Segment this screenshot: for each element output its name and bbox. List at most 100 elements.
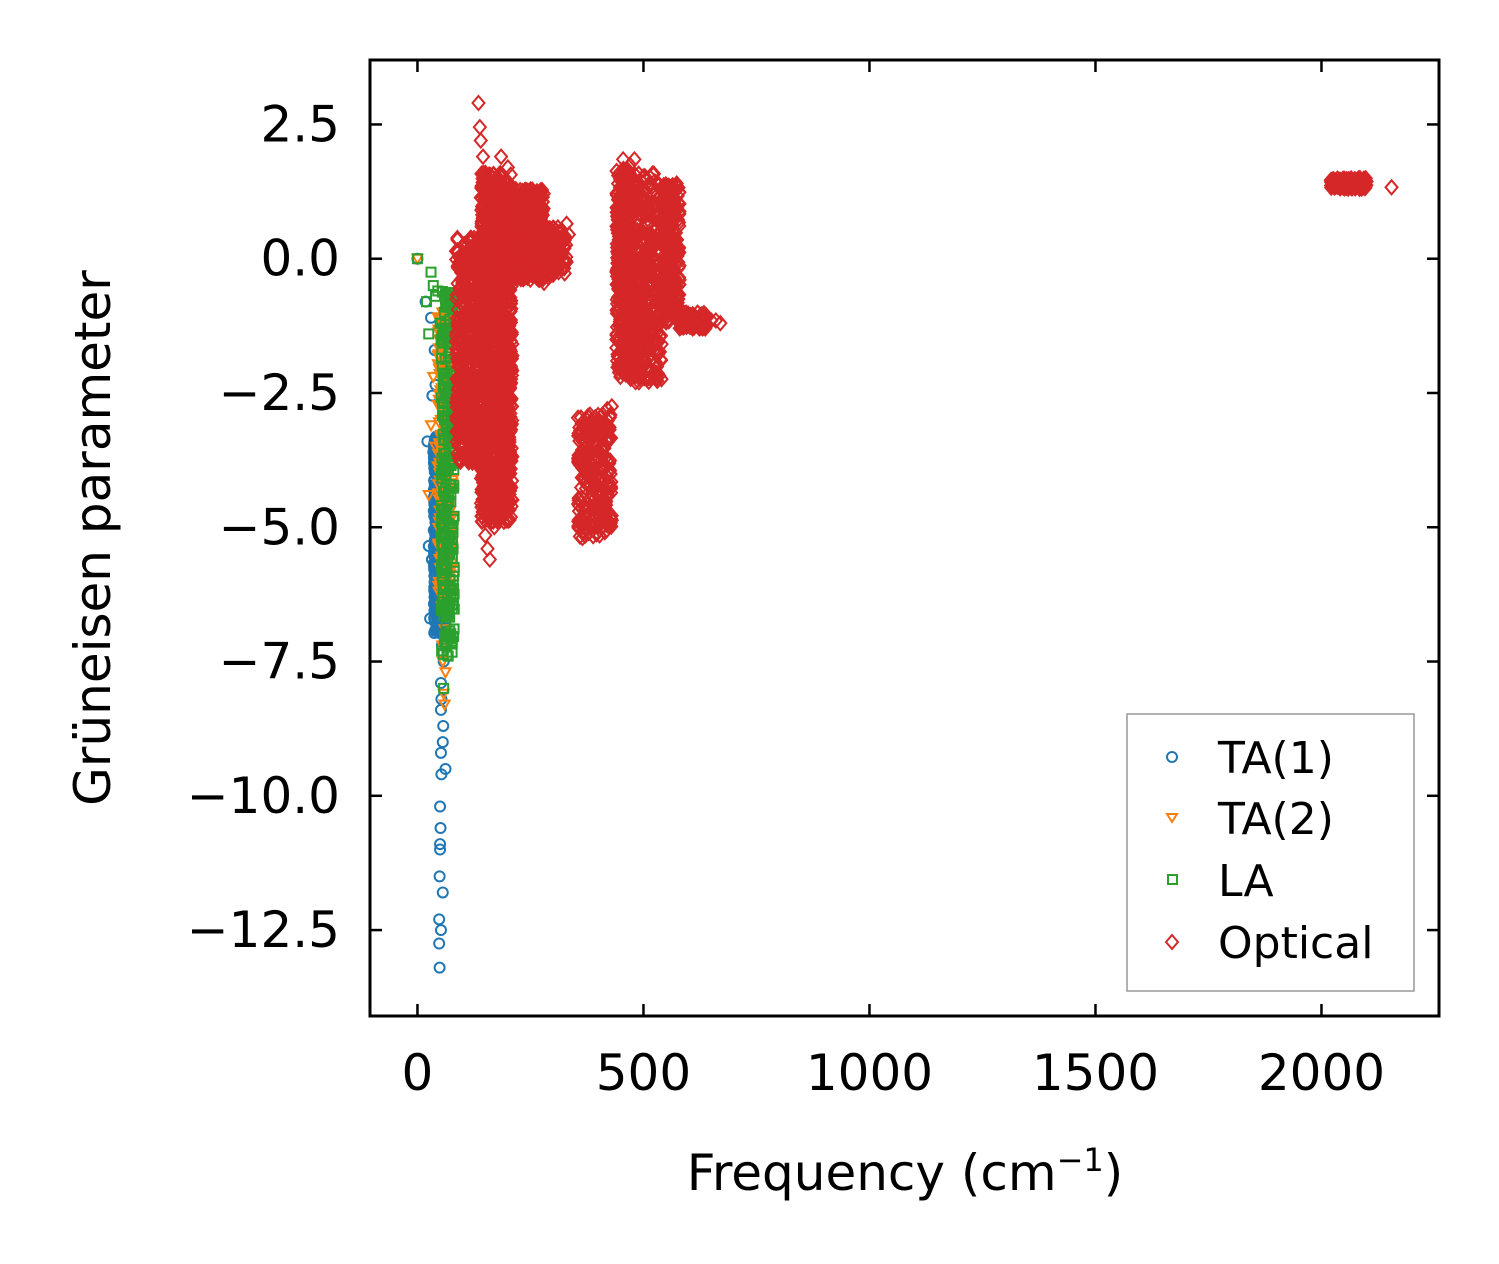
- data-point-optical: [503, 300, 518, 318]
- data-point-ta-2-: [428, 441, 443, 454]
- data-point-optical: [611, 280, 627, 298]
- data-point-ta-1-: [434, 822, 447, 835]
- data-point-la: [436, 599, 448, 611]
- data-point-optical: [634, 242, 650, 260]
- data-point-optical: [453, 453, 468, 471]
- data-point-optical: [504, 415, 520, 433]
- data-point-optical: [615, 150, 631, 168]
- data-point-optical: [479, 436, 494, 454]
- data-point-optical: [628, 353, 643, 371]
- data-point-ta-1-: [424, 612, 437, 625]
- data-point-optical: [646, 335, 662, 353]
- data-point-optical: [570, 452, 586, 470]
- data-point-optical: [604, 397, 620, 415]
- data-point-optical: [461, 240, 477, 258]
- data-point-optical: [474, 383, 490, 401]
- data-point-optical: [642, 213, 658, 231]
- data-point-optical: [484, 460, 500, 478]
- data-point-optical: [502, 396, 518, 414]
- data-point-ta-1-: [434, 800, 447, 813]
- data-point-optical: [498, 397, 513, 415]
- data-point-optical: [626, 302, 642, 320]
- data-point-optical: [517, 235, 533, 253]
- data-point-optical: [503, 302, 518, 320]
- data-point-optical: [461, 349, 476, 367]
- data-point-optical: [457, 314, 473, 332]
- data-point-ta-1-: [434, 838, 447, 851]
- data-point-la: [432, 285, 444, 297]
- data-point-la: [435, 333, 447, 345]
- data-point-optical: [453, 270, 469, 288]
- data-point-optical: [612, 252, 627, 270]
- data-point-optical: [1348, 176, 1363, 194]
- data-point-optical: [504, 439, 519, 457]
- data-point-optical: [484, 371, 499, 389]
- data-point-optical: [661, 276, 677, 294]
- data-point-optical: [585, 451, 601, 469]
- data-point-la: [411, 253, 423, 265]
- data-point-optical: [626, 283, 641, 301]
- data-point-optical: [486, 264, 502, 283]
- data-point-ta-1-: [433, 937, 446, 950]
- data-point-optical: [492, 222, 508, 240]
- data-point-optical: [476, 339, 491, 357]
- data-point-optical: [529, 219, 545, 237]
- data-point-optical: [482, 191, 498, 209]
- data-series-layer: [410, 94, 1399, 974]
- data-point-optical: [462, 284, 478, 302]
- data-point-optical: [487, 464, 502, 482]
- data-point-optical: [527, 187, 542, 205]
- data-point-optical: [484, 310, 500, 328]
- data-point-optical: [601, 515, 617, 533]
- data-point-optical: [497, 357, 513, 375]
- data-point-optical: [511, 203, 527, 221]
- data-point-optical: [626, 326, 642, 344]
- data-point-optical: [483, 176, 499, 194]
- data-point-la: [444, 548, 456, 560]
- data-point-optical: [533, 181, 548, 200]
- data-point-ta-2-: [422, 490, 436, 503]
- data-point-optical: [480, 174, 495, 193]
- data-point-optical: [642, 347, 658, 365]
- data-point-la: [435, 513, 447, 525]
- data-point-optical: [450, 358, 466, 376]
- data-point-optical: [538, 253, 554, 271]
- data-point-optical: [663, 210, 678, 228]
- y-tick-label: 2.5: [260, 95, 340, 153]
- data-point-optical: [473, 454, 489, 472]
- data-point-optical: [649, 293, 665, 311]
- data-point-la: [438, 682, 450, 694]
- data-point-optical: [561, 226, 577, 244]
- data-point-optical: [581, 524, 597, 542]
- data-point-optical: [488, 405, 504, 423]
- data-point-optical: [575, 529, 590, 547]
- data-point-optical: [502, 281, 518, 299]
- data-point-optical: [573, 453, 588, 471]
- data-point-ta-1-: [434, 843, 447, 856]
- data-point-optical: [601, 429, 617, 447]
- x-tick-label: 1000: [806, 1044, 933, 1102]
- data-point-optical: [634, 235, 650, 253]
- data-point-la: [440, 483, 452, 495]
- data-point-optical: [623, 246, 639, 264]
- data-point-optical: [609, 207, 625, 225]
- data-point-optical: [473, 272, 489, 290]
- data-point-optical: [543, 222, 559, 240]
- data-point-optical: [637, 298, 652, 316]
- data-point-optical: [459, 301, 475, 319]
- data-point-optical: [490, 372, 506, 390]
- data-point-optical: [495, 209, 510, 227]
- data-point-optical: [511, 238, 526, 256]
- data-point-optical: [486, 518, 502, 536]
- tick-layer: 0 500 1000 1500 20002.50.0−2.5−5.0−7.5−10.0−…: [187, 60, 1439, 1102]
- data-point-optical: [611, 164, 627, 182]
- y-tick-label: −5.0: [219, 498, 340, 556]
- data-point-optical: [475, 148, 491, 166]
- data-point-optical: [681, 314, 696, 332]
- data-point-la: [441, 536, 453, 548]
- data-point-ta-1-: [436, 886, 449, 899]
- data-point-optical: [475, 324, 491, 342]
- series-optical: [448, 94, 1399, 569]
- data-point-optical: [624, 202, 639, 220]
- data-point-optical: [671, 239, 687, 257]
